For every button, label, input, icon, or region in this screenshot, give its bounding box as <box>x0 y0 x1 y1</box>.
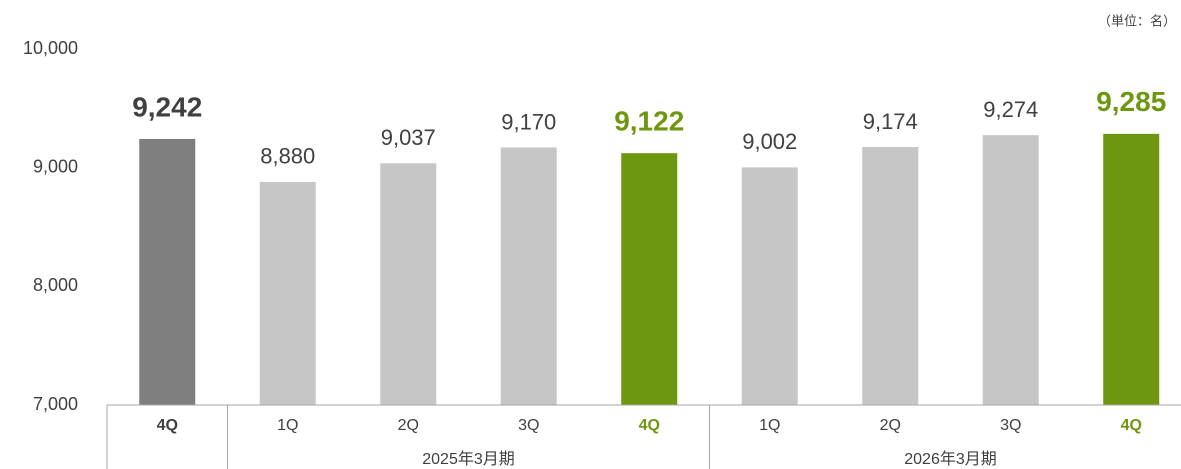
group-label: 2026年3月期 <box>904 450 997 468</box>
data-label: 9,002 <box>742 129 797 154</box>
bar <box>862 147 919 405</box>
bar <box>259 181 316 405</box>
data-label: 9,242 <box>132 91 202 122</box>
data-label: 9,285 <box>1096 86 1166 117</box>
data-label: 9,174 <box>863 109 918 134</box>
bar <box>139 138 196 405</box>
x-tick-label: 4Q <box>1121 417 1142 434</box>
bar <box>1103 133 1160 405</box>
data-label: 9,274 <box>983 97 1038 122</box>
x-tick-label: 2Q <box>398 417 419 434</box>
x-tick-label: 3Q <box>518 417 539 434</box>
x-tick-label: 4Q <box>639 417 660 434</box>
bar <box>500 147 557 405</box>
y-tick-label: 7,000 <box>33 394 78 414</box>
data-label: 8,880 <box>260 144 315 169</box>
x-tick-label: 1Q <box>277 417 298 434</box>
data-label: 9,122 <box>614 106 684 137</box>
y-tick-label: 8,000 <box>33 275 78 295</box>
y-tick-label: 10,000 <box>23 38 78 58</box>
bar <box>982 135 1039 406</box>
y-tick-label: 9,000 <box>33 156 78 176</box>
unit-label: （単位：名） <box>1098 13 1176 28</box>
x-tick-label: 1Q <box>759 417 780 434</box>
group-label: 2025年3月期 <box>422 450 515 468</box>
bar <box>380 163 437 405</box>
x-tick-label: 2Q <box>880 417 901 434</box>
data-label: 9,170 <box>501 109 556 134</box>
x-tick-label: 3Q <box>1000 417 1021 434</box>
bar <box>621 153 678 405</box>
data-label: 9,037 <box>381 125 436 150</box>
bar <box>741 167 798 405</box>
x-tick-label: 4Q <box>157 417 178 434</box>
